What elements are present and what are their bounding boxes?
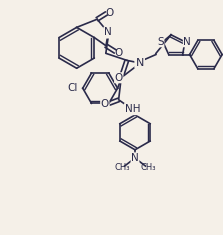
Text: CH₃: CH₃ <box>114 163 130 172</box>
Text: O: O <box>115 73 123 83</box>
Text: NH: NH <box>125 104 140 114</box>
Text: O: O <box>115 48 123 58</box>
Text: Cl: Cl <box>68 83 78 93</box>
Text: N: N <box>104 27 112 37</box>
Text: N: N <box>183 37 191 47</box>
Text: CH₃: CH₃ <box>140 163 155 172</box>
Text: O: O <box>106 8 114 18</box>
Text: N: N <box>131 153 139 163</box>
Text: O: O <box>101 99 109 109</box>
Text: N: N <box>135 58 144 68</box>
Text: S: S <box>157 37 164 47</box>
